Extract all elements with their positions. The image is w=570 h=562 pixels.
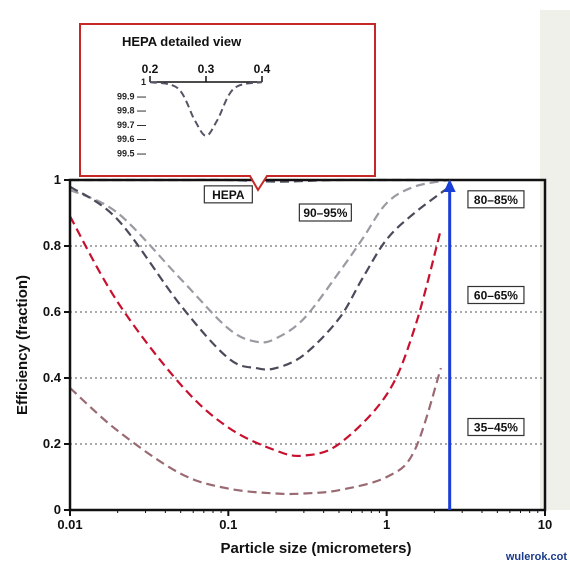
y-axis-title: Efficiency (fraction) — [14, 275, 31, 415]
box-label-1: 90–95% — [303, 206, 347, 220]
box-label-frame-2 — [467, 190, 525, 209]
inset-y-label-5: 99.5 — — [117, 149, 146, 159]
box-label-0: HEPA — [212, 188, 245, 202]
box-label-frame-1 — [298, 203, 352, 222]
marker-arrowhead — [443, 179, 456, 192]
inset-x-label-1: 0.3 — [198, 62, 215, 76]
inset-y-label-3: 99.7 — — [117, 120, 146, 130]
box-label-frame-4 — [467, 417, 525, 437]
y-tick-label-2: 0.4 — [43, 370, 62, 385]
y-tick-label-4: 0.8 — [43, 238, 61, 253]
series-line-4 — [69, 367, 442, 496]
grid-lines — [70, 245, 545, 445]
inset-x-label-2: 0.4 — [254, 62, 271, 76]
box-label-2: 80–85% — [474, 193, 518, 207]
particle-size-marker — [443, 179, 456, 510]
box-label-3: 60–65% — [474, 289, 518, 303]
inset-y-label-2: 99.8 — — [117, 106, 146, 116]
inset-y-label-1: 99.9 — — [117, 91, 146, 101]
watermark: wulerok.cot — [505, 551, 567, 562]
box-label-frame-0 — [203, 185, 253, 204]
y-tick-label-3: 0.6 — [43, 304, 61, 319]
box-label-4: 35–45% — [474, 421, 518, 435]
inset-x-label-0: 0.2 — [142, 62, 159, 76]
x-tick-label-3: 10 — [538, 517, 552, 532]
inset-y-label-0: 1 — [141, 77, 146, 87]
series-line-1 — [69, 178, 450, 344]
plot-frame — [68, 178, 547, 512]
x-tick-label-2: 1 — [383, 517, 390, 532]
y-tick-label-0: 0 — [54, 502, 61, 517]
x-tick-label-1: 0.1 — [219, 517, 237, 532]
series-box-labels: HEPA 90–95% 80–85% 60–65% 35–45% — [203, 185, 525, 437]
axis-ticks: 0.01 0.1 1 10 0 0.2 0.4 0.6 0.8 1 — [43, 172, 552, 532]
x-axis-title: Particle size (micrometers) — [221, 540, 412, 557]
y-tick-label-5: 1 — [54, 172, 61, 187]
series-line-2 — [69, 185, 451, 371]
box-label-frame-3 — [467, 285, 525, 305]
series-lines — [69, 178, 451, 496]
series-line-3 — [69, 215, 442, 458]
inset-content: 0.2 0.3 0.4 1 99.9 — 99.8 — 99.7 — 99.6 — 99.5 — — [117, 62, 271, 159]
y-tick-label-1: 0.2 — [43, 436, 61, 451]
x-tick-label-0: 0.01 — [57, 517, 82, 532]
inset-callout — [79, 23, 376, 192]
inset-y-label-4: 99.6 — — [117, 134, 146, 144]
hepa-inset: HEPA detailed view 0.2 0.3 0.4 1 99.9 — 99.8 … — [79, 23, 376, 192]
inset-title: HEPA detailed view — [122, 34, 242, 49]
